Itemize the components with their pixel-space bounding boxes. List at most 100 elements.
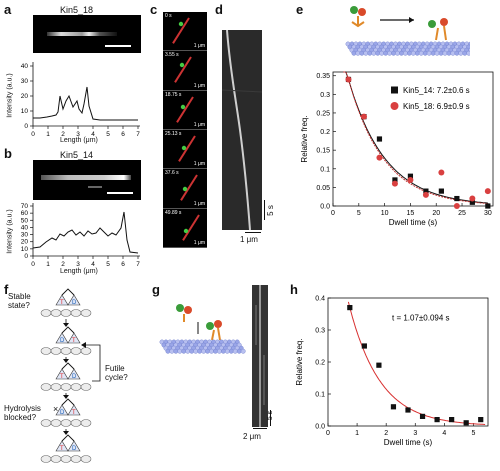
motor-head xyxy=(67,440,81,452)
neck-linker xyxy=(61,434,75,442)
tubulin-subunit xyxy=(367,50,373,56)
microtubule-segment xyxy=(174,56,192,84)
panel-label-b: b xyxy=(4,146,12,161)
tubulin-subunit xyxy=(165,348,171,354)
motor-head xyxy=(55,294,69,306)
y-tick-label: 0 xyxy=(24,253,28,260)
tubulin-subunit xyxy=(462,50,468,56)
neck-linker xyxy=(61,326,75,334)
data-point xyxy=(407,176,414,183)
neck-linker xyxy=(61,398,75,406)
tubulin-subunit xyxy=(466,50,470,56)
tubulin-subunit xyxy=(70,309,82,317)
tubulin-subunit xyxy=(60,419,72,427)
motor-head xyxy=(67,332,81,344)
data-point xyxy=(453,203,460,209)
tubulin-subunit xyxy=(60,347,72,355)
tubulin-subunit xyxy=(50,455,62,463)
scale-label: 1 μm xyxy=(193,121,205,128)
timestamp-label: 49.89 s xyxy=(165,209,182,216)
y-tick-label: 0.15 xyxy=(316,148,330,155)
x-tick-label: 1 xyxy=(46,261,50,268)
tubulin-subunit xyxy=(406,50,412,56)
x-tick-label: 4 xyxy=(91,261,95,268)
motor-protein-icon xyxy=(176,304,192,322)
y-tick-label: 0.35 xyxy=(316,73,330,80)
tubulin-subunit xyxy=(379,50,385,56)
y-tick-label: 40 xyxy=(21,63,29,70)
data-point xyxy=(391,180,398,187)
kymograph-trace xyxy=(252,285,268,427)
tubulin-subunit xyxy=(355,50,361,56)
tubulin-subunit xyxy=(414,50,420,56)
motor-bound-icon xyxy=(428,18,448,41)
motor-head xyxy=(55,332,69,344)
tubulin-subunit xyxy=(70,419,82,427)
tubulin-subunit xyxy=(50,419,62,427)
frame-image xyxy=(180,174,198,202)
tubulin-subunit xyxy=(395,50,400,56)
tubulin-subunit xyxy=(232,348,238,354)
data-point xyxy=(478,417,484,423)
kymograph-trace xyxy=(221,29,263,231)
futile-cycle-arrow xyxy=(86,344,101,382)
xlabel-a: Length (μm) xyxy=(60,137,98,144)
tubulin-subunit xyxy=(422,50,428,56)
tubulin-subunit xyxy=(80,347,92,355)
x-tick-label: 30 xyxy=(484,210,492,217)
timelapse-frame: 0 s 1 μm xyxy=(163,12,207,52)
chart-e: 0.0 0.05 0.1 0.15 0.2 0.25 0.3 0.35 0 5 10 15 20 25 30… xyxy=(300,71,494,227)
arrow-head-icon xyxy=(63,395,69,399)
fit-curve xyxy=(347,301,486,425)
panel-label-g: g xyxy=(152,282,160,297)
microtubule-icon xyxy=(159,339,246,354)
data-point xyxy=(449,417,455,423)
x-tick-label: 3 xyxy=(76,261,80,268)
tubulin-subunit xyxy=(359,50,365,56)
y-tick-label: 0.25 xyxy=(316,110,330,117)
tubulin-subunit xyxy=(169,348,175,354)
nucleotide-label: D xyxy=(72,374,77,380)
x-tick-label: 10 xyxy=(381,210,389,217)
y-tick-label: 70 xyxy=(21,203,29,210)
time-scale-bar-d xyxy=(264,200,265,220)
frame-image xyxy=(172,17,190,44)
data-point xyxy=(484,188,491,195)
motor-head xyxy=(55,368,69,380)
tubulin-subunit xyxy=(391,50,396,56)
kin5-14-title: Kin5_14 xyxy=(60,150,94,160)
timelapse-frame: 37.6 s 1 μm xyxy=(163,169,207,209)
nucleotide-label: D xyxy=(72,446,77,452)
y-tick-label: 0.05 xyxy=(316,185,330,192)
length-scale-label-g: 2 μm xyxy=(243,432,261,441)
nucleotide-label: T xyxy=(60,300,64,306)
tubulin-subunit xyxy=(40,419,52,427)
y-tick-label: 0.1 xyxy=(320,166,330,173)
x-tick-label: 15 xyxy=(407,210,415,217)
tubulin-subunit xyxy=(70,347,82,355)
panel-label-h: h xyxy=(290,282,298,297)
tubulin-subunit xyxy=(450,50,456,56)
ylabel-b: Intensity (a.u.) xyxy=(6,209,14,254)
x-tick-label: 2 xyxy=(61,131,65,138)
tubulin-subunit xyxy=(213,348,218,354)
y-tick-label: 40 xyxy=(21,224,29,231)
x-tick-label: 2 xyxy=(384,430,388,437)
xlabel-b: Length (μm) xyxy=(60,268,98,275)
x-tick-label: 0 xyxy=(326,430,330,437)
microtubule-segment xyxy=(182,214,200,241)
motor-head xyxy=(67,404,81,416)
data-point xyxy=(463,420,469,426)
filament-image xyxy=(41,175,133,194)
tubulin-subunit xyxy=(458,50,464,56)
tubulin-subunit xyxy=(70,455,82,463)
tubulin-subunit xyxy=(177,348,183,354)
data-point xyxy=(485,203,491,209)
x-tick-label: 7 xyxy=(136,261,140,268)
microtubule-segment xyxy=(180,174,198,202)
ylabel-a: Intensity (a.u.) xyxy=(6,73,14,118)
